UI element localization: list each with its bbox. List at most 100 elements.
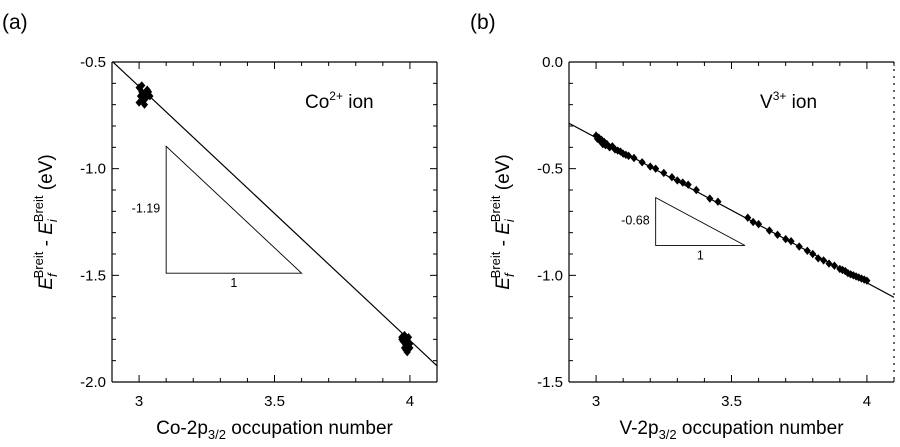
p1-ylabel-E2: E <box>36 222 57 235</box>
p2-xlabel-sub: 3/2 <box>659 427 677 442</box>
p2-data-point <box>809 249 817 259</box>
p1-ion-suffix: ion <box>343 92 374 113</box>
p1-data-point <box>140 100 149 109</box>
p2-data-point <box>625 151 633 161</box>
p1-data-point <box>404 333 413 342</box>
p2-xlabel-pre: V-2p <box>619 418 658 439</box>
p2-ylabel-sup1: Breit <box>488 251 503 278</box>
p1-data-point <box>398 335 406 344</box>
p2-ylabel-dash: - <box>493 235 514 252</box>
p2-slope-rise-label: -0.68 <box>621 214 650 228</box>
p2-data-point <box>597 135 606 145</box>
p2-data-point <box>684 180 692 189</box>
p2-panel-label: (b) <box>470 11 496 34</box>
p2-data-point <box>787 237 795 246</box>
p1-fit-line <box>112 62 437 367</box>
p2-data-point <box>638 158 646 167</box>
p1-ylabel-f: f <box>45 272 60 277</box>
p2-data-point <box>803 246 811 255</box>
p1-ytick-label: -2.0 <box>80 374 106 391</box>
p1-slope-rise-label: -1.19 <box>132 202 161 216</box>
p2-ytick-label: -0.5 <box>537 161 563 178</box>
p1-ylabel-sup2: Breit <box>31 195 46 222</box>
p1-data-point <box>138 81 146 90</box>
p2-ion-element: V <box>760 92 773 113</box>
p1-xtick-label: 3.5 <box>264 393 285 410</box>
p2-data-point <box>765 226 773 235</box>
p2-data-point <box>857 274 866 283</box>
p1-xtick-label: 3 <box>135 393 143 410</box>
p2-y-axis-label: EfBreit - EiBreit (eV) <box>488 154 517 289</box>
p2-slope-run-label: 1 <box>697 248 704 262</box>
p2-data-point <box>863 276 871 285</box>
p2-ion-suffix: ion <box>786 92 817 113</box>
p2-ion-charge: 3+ <box>773 89 787 103</box>
p1-ytick-label: -1.5 <box>80 267 106 284</box>
p2-data-point <box>614 146 622 155</box>
p1-data-point <box>144 87 153 97</box>
p2-data-point <box>814 254 822 263</box>
p2-data-point <box>773 230 782 239</box>
p1-slope-triangle <box>165 145 303 274</box>
p1-slope-run-label: 1 <box>230 276 237 290</box>
p2-ytick-label: -1.0 <box>537 267 563 284</box>
p2-data-point <box>825 259 833 268</box>
p2-data-point <box>849 271 857 280</box>
p1-x-axis-label: Co-2p3/2 occupation number <box>156 418 393 442</box>
p2-data-point <box>652 164 660 173</box>
p2-xtick-label: 3 <box>592 393 600 410</box>
p1-data-point <box>406 339 414 348</box>
p1-ylabel-E: E <box>36 277 57 290</box>
p1-xlabel-pre: Co-2p <box>156 418 208 439</box>
p2-data-point <box>660 168 668 178</box>
p1-ytick-label: -1.0 <box>80 161 106 178</box>
p2-data-point <box>622 150 630 159</box>
p2-data-point <box>795 242 803 251</box>
p2-data-points <box>592 131 871 285</box>
p2-ylabel-unit: (eV) <box>493 154 514 195</box>
p1-xlabel-sub: 3/2 <box>208 427 226 442</box>
p2-data-point <box>630 153 638 163</box>
p2-ion-annotation: V3+ ion <box>760 89 817 113</box>
p2-ytick-label: 0.0 <box>542 54 563 71</box>
p2-data-point <box>744 213 752 222</box>
p1-y-axis-label: EfBreit - EiBreit (eV) <box>31 154 60 289</box>
p1-ylabel-sup1: Breit <box>31 251 46 278</box>
p1-data-point <box>135 98 143 107</box>
p2-slope-triangle <box>655 196 746 246</box>
p2-ylabel-i: i <box>502 218 517 222</box>
p2-xtick-label: 3.5 <box>721 393 742 410</box>
p1-data-point <box>403 347 411 357</box>
p2-data-point <box>820 256 828 265</box>
p1-panel-label: (a) <box>2 11 28 34</box>
p1-data-points <box>135 81 414 357</box>
p2-data-point <box>782 234 790 244</box>
p2-xtick-label: 4 <box>863 393 871 410</box>
p1-ion-annotation: Co2+ ion <box>305 89 374 113</box>
p1-ylabel-i: i <box>45 218 60 222</box>
p2-ytick-label: -1.5 <box>537 374 563 391</box>
p1-ion-element: Co <box>305 92 329 113</box>
p2-data-point <box>749 217 757 227</box>
p1-fit-line-group <box>112 62 437 367</box>
p2-x-axis-label: V-2p3/2 occupation number <box>619 418 844 442</box>
p1-xlabel-post: occupation number <box>226 418 394 439</box>
p1-xtick-label: 4 <box>406 393 414 410</box>
p2-ylabel-sup2: Breit <box>488 195 503 222</box>
p1-ion-charge: 2+ <box>329 89 343 103</box>
p2-data-point <box>714 197 722 206</box>
p2-data-point <box>673 176 681 185</box>
p2-data-point <box>606 143 614 152</box>
p2-data-point <box>668 173 676 182</box>
p2-data-point <box>755 219 763 229</box>
p2-ylabel-E: E <box>493 277 514 290</box>
p1-ytick-label: -0.5 <box>80 54 106 71</box>
p2-data-point <box>841 266 849 276</box>
p2-data-point <box>706 194 714 203</box>
p2-data-point <box>679 178 687 187</box>
p2-data-point <box>646 162 654 171</box>
p1-ylabel-unit: (eV) <box>36 154 57 195</box>
p2-ylabel-f: f <box>502 272 517 277</box>
p2-ylabel-E2: E <box>493 222 514 235</box>
